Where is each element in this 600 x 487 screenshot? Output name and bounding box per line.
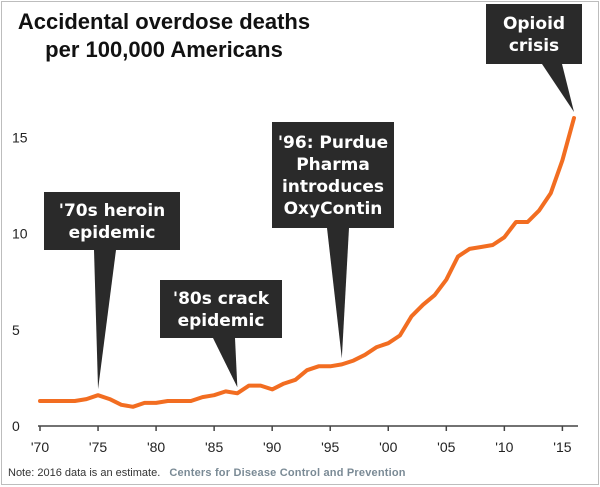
x-tick-label: '90: [263, 439, 281, 455]
callout-pointer: [94, 250, 116, 390]
source-credit: Centers for Disease Control and Preventi…: [169, 467, 406, 479]
callout-text: crisis: [509, 36, 559, 56]
callout-text: '80s crack: [173, 289, 270, 309]
callout-box: [486, 4, 582, 64]
overdose-rate-line: [38, 116, 576, 409]
axes: 0 5 10 15 '70 '75 '80 '85 '90 '95 '00 '05 '10 '15: [12, 129, 578, 455]
x-tick-label: '75: [89, 439, 107, 455]
callout-text: '96: Purdue: [278, 133, 388, 153]
callout-text: OxyContin: [284, 199, 383, 219]
callout-text: epidemic: [178, 311, 265, 331]
callout-text: '70s heroin: [59, 201, 166, 221]
x-tick-label: '95: [321, 439, 339, 455]
series: [38, 116, 576, 409]
y-tick-label: 5: [12, 322, 20, 338]
x-tick-label: '05: [437, 439, 455, 455]
callout-text: Pharma: [296, 155, 370, 175]
x-tick-label: '15: [553, 439, 571, 455]
x-tick-label: '80: [147, 439, 165, 455]
chart-title: Accidental overdose deaths per 100,000 A…: [17, 9, 311, 62]
callout-box: [160, 280, 282, 338]
callout-pointer: [213, 338, 238, 388]
callout-text: introduces: [282, 177, 384, 197]
footer: Note: 2016 data is an estimate. Centers …: [8, 467, 406, 479]
callout-box: [44, 192, 180, 250]
callout-pointer: [327, 228, 349, 359]
x-tick-label: '70: [31, 439, 49, 455]
x-tick-label: '85: [205, 439, 223, 455]
callout-pointer: [542, 64, 574, 112]
callout-box: [272, 122, 394, 228]
callout-text: epidemic: [69, 223, 156, 243]
y-tick-label: 0: [12, 418, 20, 434]
x-tick-label: '10: [495, 439, 513, 455]
x-tick-label: '00: [379, 439, 397, 455]
footer-note: Note: 2016 data is an estimate.: [8, 467, 161, 479]
y-tick-label: 10: [12, 226, 28, 242]
y-tick-label: 15: [12, 129, 28, 145]
callout-text: Opioid: [503, 14, 565, 34]
